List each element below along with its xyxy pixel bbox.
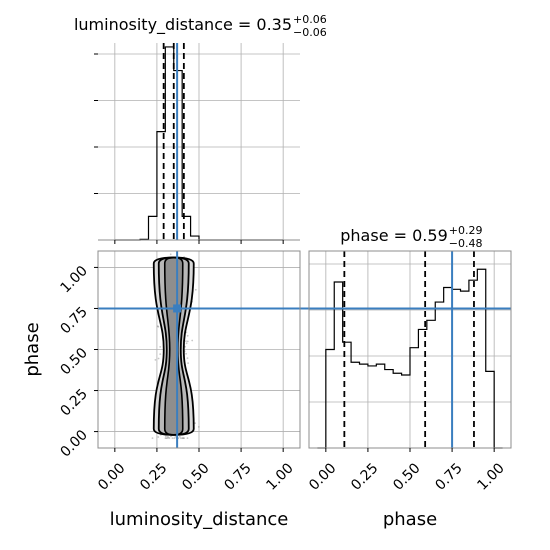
x-axis-label: phase	[383, 509, 437, 530]
scatter-point	[173, 437, 176, 439]
scatter-point	[159, 353, 162, 355]
scatter-point	[179, 437, 182, 439]
panel-title-luminosity-distance: luminosity_distance = 0.35 +0.06−0.06	[74, 13, 327, 39]
x-tick-label: 0.25	[137, 460, 170, 493]
x-tick-label: 0.50	[390, 460, 423, 493]
scatter-point	[165, 435, 167, 438]
contour-line	[163, 256, 184, 436]
x-tick-label: 1.00	[474, 460, 507, 493]
panel-title-upper-error: +0.29	[449, 224, 483, 237]
y-tick-label: 0.75	[57, 304, 90, 337]
scatter-point	[183, 437, 185, 439]
contour-line	[152, 256, 195, 436]
x-tick-label: 0.00	[95, 460, 128, 493]
scatter-point	[164, 437, 167, 439]
truth-marker	[173, 304, 182, 313]
scatter-point	[182, 437, 185, 439]
scatter-point	[171, 437, 174, 439]
scatter-point	[170, 435, 172, 438]
panel-title-upper-error: +0.06	[293, 13, 327, 26]
x-tick-label: 0.25	[348, 460, 381, 493]
scatter-point	[194, 288, 197, 291]
scatter-point	[174, 436, 177, 438]
scatter-point	[185, 340, 187, 342]
y-tick-label: 0.50	[57, 345, 90, 378]
scatter-point	[165, 437, 168, 439]
scatter-point	[157, 436, 160, 438]
scatter-point	[166, 435, 169, 438]
scatter-point	[167, 436, 170, 439]
y-tick-label: 0.25	[57, 386, 90, 419]
scatter-point	[194, 422, 197, 425]
scatter-point	[187, 362, 190, 364]
x-tick-label: 0.00	[306, 460, 339, 493]
scatter-point	[151, 437, 154, 439]
panel-title-phase: phase = 0.59 +0.29−0.48	[340, 224, 482, 250]
scatter-point	[168, 437, 171, 439]
y-tick-label: 0.00	[57, 427, 90, 460]
scatter-point	[159, 346, 162, 348]
scatter-point	[181, 437, 184, 439]
scatter-point	[169, 253, 172, 256]
scatter-point	[178, 435, 181, 438]
x-axis-label: luminosity_distance	[110, 509, 289, 530]
scatter-point	[197, 426, 200, 428]
contour-line	[157, 256, 190, 436]
x-tick-label: 1.00	[263, 460, 296, 493]
scatter-point	[181, 437, 184, 439]
panel-title-main: phase = 0.59	[340, 226, 447, 245]
panel-title-lower-error: −0.06	[293, 26, 327, 39]
x-tick-label: 0.75	[432, 460, 465, 493]
panel-title-main: luminosity_distance = 0.35	[74, 15, 292, 35]
y-tick-label: 1.00	[57, 263, 90, 296]
scatter-point	[157, 325, 160, 328]
scatter-point	[156, 325, 159, 327]
density-fill	[164, 257, 183, 435]
y-axis-label: phase	[22, 322, 43, 376]
hist-phase	[317, 268, 503, 449]
scatter-point	[166, 437, 169, 439]
scatter-point	[185, 352, 188, 355]
scatter-point	[191, 339, 194, 342]
scatter-point	[186, 437, 189, 439]
scatter-point	[185, 342, 188, 345]
scatter-point	[154, 359, 157, 361]
scatter-point	[157, 357, 160, 360]
scatter-point	[186, 334, 189, 337]
panel-title-lower-error: −0.48	[449, 237, 483, 250]
x-tick-label: 0.75	[221, 460, 254, 493]
x-tick-label: 0.50	[179, 460, 212, 493]
scatter-point	[186, 340, 189, 343]
scatter-point	[186, 357, 189, 359]
